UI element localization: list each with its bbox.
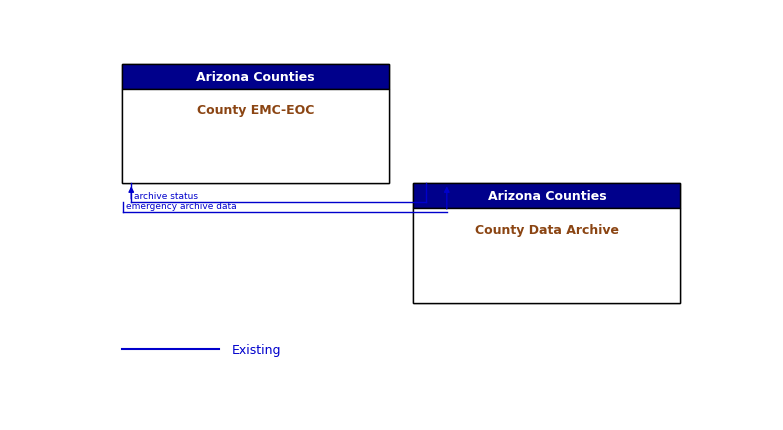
Bar [122, 90, 389, 184]
Bar [413, 184, 680, 303]
Text: archive status: archive status [135, 192, 198, 200]
Bar [122, 65, 389, 184]
Bar [122, 65, 389, 90]
Text: Arizona Counties: Arizona Counties [488, 190, 606, 203]
Bar [413, 184, 680, 209]
Text: County Data Archive: County Data Archive [475, 223, 619, 236]
Text: emergency archive data: emergency archive data [126, 202, 237, 211]
Bar [413, 209, 680, 303]
Text: County EMC-EOC: County EMC-EOC [197, 104, 314, 117]
Text: Existing: Existing [232, 343, 281, 356]
Text: Arizona Counties: Arizona Counties [197, 71, 315, 84]
